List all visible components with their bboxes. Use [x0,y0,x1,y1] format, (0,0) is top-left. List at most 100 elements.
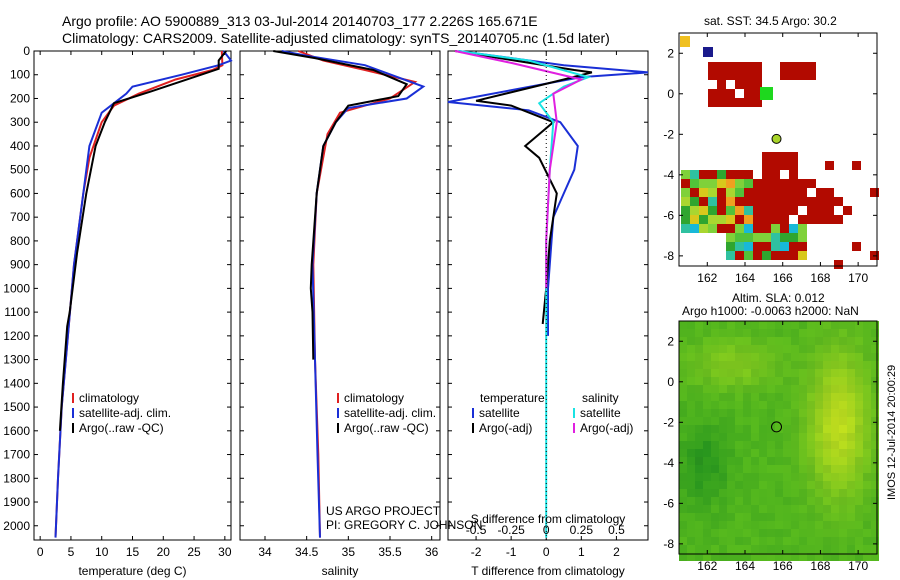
sla-cell [735,481,743,489]
sla-cell [783,497,791,505]
sst-cell [780,71,789,80]
sla-cell [703,505,711,513]
sla-cell [735,537,743,545]
sla-cell [783,321,791,329]
sst-cell [753,224,762,233]
sla-cell [775,369,783,377]
sst-cell [717,80,726,89]
land-cell [843,206,852,215]
sla-cell [735,521,743,529]
sla-cell [687,353,695,361]
sla-cell [695,329,703,337]
sla-cell [815,457,823,465]
sla-cell [719,337,727,345]
sla-cell [767,329,775,337]
sla-cell [775,393,783,401]
sla-cell [863,425,871,433]
sla-cell [695,321,703,329]
sst-cell [816,206,825,215]
sla-cell [695,537,703,545]
sla-cell [687,449,695,457]
sla-cell [855,353,863,361]
sla-cell [743,321,751,329]
sla-cell [751,337,759,345]
sla-cell [735,385,743,393]
sst-cell [780,233,789,242]
sla-cell [687,321,695,329]
sla-cell [807,441,815,449]
sla-cell [863,537,871,545]
x-tick-label: 1 [578,545,585,559]
sla-cell [735,497,743,505]
sla-cell [711,409,719,417]
sla-cell [847,497,855,505]
sst-cell [771,242,780,251]
sla-cell [743,529,751,537]
sst-cell [744,215,753,224]
sst-cell [744,71,753,80]
sla-cell [751,505,759,513]
depth-tick-label: 0 [23,44,30,58]
sst-cell [771,170,780,179]
sla-cell [847,441,855,449]
sla-cell [711,337,719,345]
sla-cell [679,417,687,425]
sst-cell [735,215,744,224]
sla-cell [727,553,735,561]
sla-cell [871,393,879,401]
sla-cell [727,337,735,345]
sla-cell [775,321,783,329]
sla-cell [703,457,711,465]
sla-cell [783,529,791,537]
sla-cell [719,441,727,449]
sla-cell [799,361,807,369]
sla-cell [863,441,871,449]
sla-cell [807,545,815,553]
sla-cell [783,329,791,337]
sla-cell [767,473,775,481]
sla-cell [767,537,775,545]
sla-cell [775,433,783,441]
sla-cell [711,457,719,465]
sla-cell [751,489,759,497]
sla-cell [775,457,783,465]
sst-cell [753,71,762,80]
sla-cell [839,553,847,561]
sst-cell [825,206,834,215]
sst-cell [825,197,834,206]
sla-cell [799,449,807,457]
sst-cell [834,215,843,224]
sla-cell [847,385,855,393]
sst-cell [744,89,753,98]
sst-cell [681,224,690,233]
sla-cell [767,545,775,553]
sst-cell [726,242,735,251]
sla-cell [791,513,799,521]
sla-cell [727,457,735,465]
sla-cell [831,449,839,457]
sla-cell [831,497,839,505]
sla-cell [775,377,783,385]
x-tick-label: 34.5 [295,545,319,559]
sst-cell [798,215,807,224]
sla-cell [783,513,791,521]
sla-cell [695,529,703,537]
sst-cell [708,197,717,206]
sla-cell [799,529,807,537]
depth-tick-label: 900 [10,258,30,272]
sst-cell [807,206,816,215]
sla-cell [687,385,695,393]
x-tick-label: 25 [187,545,201,559]
sst-cell [681,179,690,188]
sla-cell [703,329,711,337]
diff-legend-title-temperature: temperature [480,391,545,405]
sla-cell [871,497,879,505]
sst-cell [780,215,789,224]
sla-cell [767,433,775,441]
sst-cell [816,197,825,206]
sla-cell [863,465,871,473]
sst-cell [807,62,816,71]
sla-cell [815,433,823,441]
sla-cell [687,537,695,545]
land-cell [834,260,843,269]
